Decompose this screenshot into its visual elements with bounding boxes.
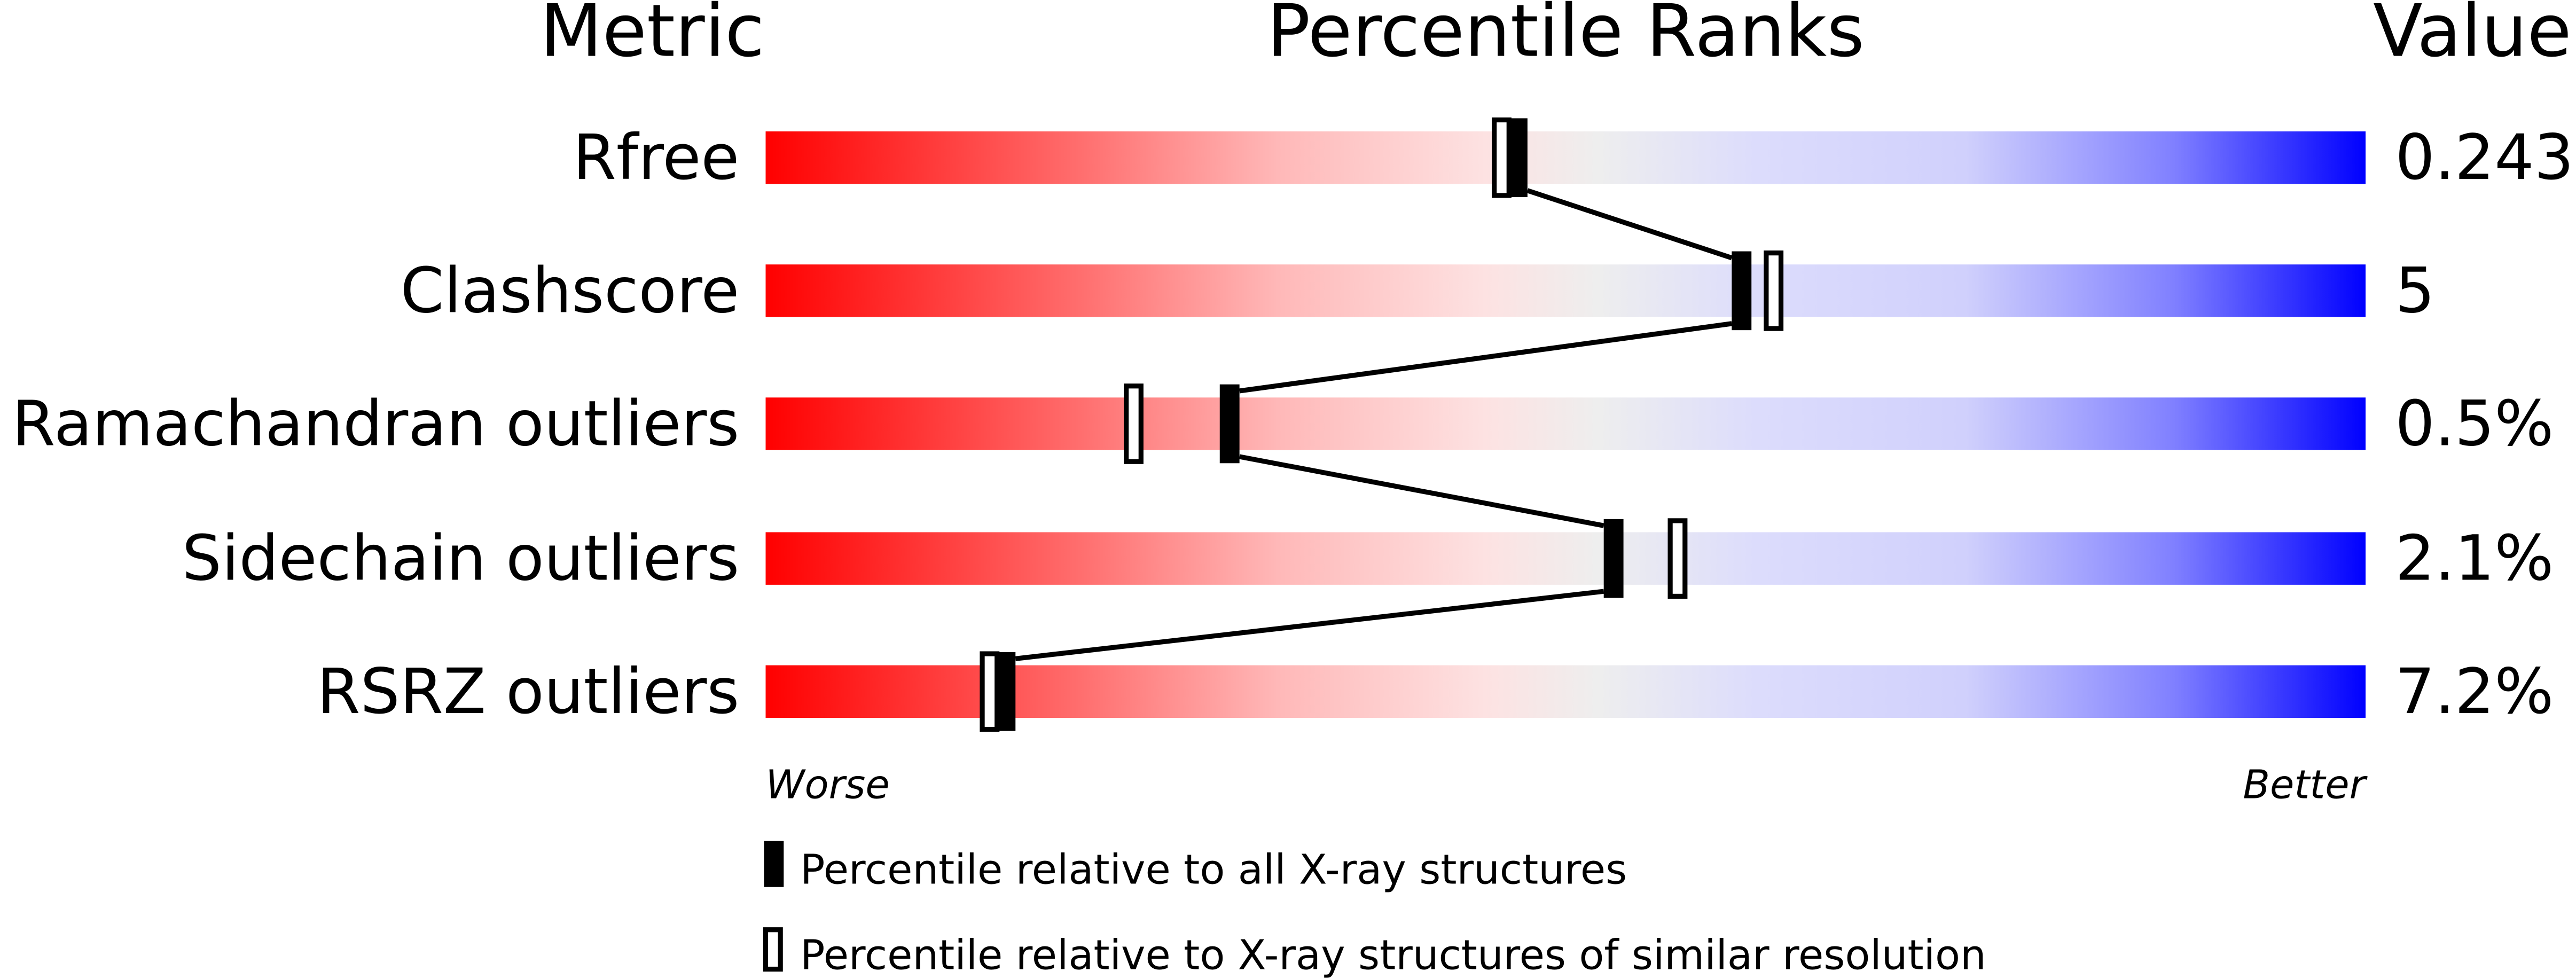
metric-value: 2.1%: [2395, 522, 2554, 595]
metric-value: 0.243: [2395, 121, 2574, 194]
metric-value: 7.2%: [2395, 655, 2554, 728]
marker-all-structures: [996, 652, 1016, 731]
metric-label: Ramachandran outliers: [12, 387, 739, 460]
metric-label: Clashscore: [401, 254, 740, 327]
connector-line: [1526, 188, 1733, 261]
legend-open-marker: [763, 927, 783, 972]
marker-similar-resolution: [1124, 383, 1144, 464]
marker-all-structures: [1603, 519, 1624, 598]
marker-all-structures: [1507, 118, 1528, 198]
marker-similar-resolution: [1667, 518, 1688, 599]
axis-label-worse: Worse: [765, 762, 889, 808]
connector-line: [1239, 321, 1732, 394]
connector-line: [1239, 454, 1604, 528]
percentile-bar: [765, 131, 2366, 184]
header-value: Value: [2373, 0, 2572, 73]
marker-all-structures: [1732, 251, 1752, 331]
metric-label: Rfree: [573, 121, 740, 194]
percentile-bar: [765, 264, 2366, 317]
legend-filled-marker: [764, 841, 784, 887]
legend-label-similar: Percentile relative to X-ray structures …: [800, 932, 1986, 979]
percentile-bar: [765, 397, 2366, 450]
metric-value: 0.5%: [2395, 387, 2554, 460]
axis-label-better: Better: [2243, 762, 2368, 808]
connector-line: [1015, 589, 1604, 661]
metric-value: 5: [2395, 254, 2434, 327]
marker-all-structures: [1219, 384, 1240, 464]
legend-label-all: Percentile relative to all X-ray structu…: [800, 847, 1627, 894]
percentile-bar: [765, 665, 2366, 718]
header-metric: Metric: [540, 0, 765, 73]
marker-similar-resolution: [1491, 117, 1512, 198]
metric-label: RSRZ outliers: [317, 655, 739, 728]
marker-similar-resolution: [1764, 250, 1784, 331]
percentile-bar: [765, 532, 2366, 585]
metric-label: Sidechain outliers: [182, 522, 739, 595]
header-percentile-ranks: Percentile Ranks: [1267, 0, 1865, 73]
marker-similar-resolution: [980, 651, 1000, 732]
